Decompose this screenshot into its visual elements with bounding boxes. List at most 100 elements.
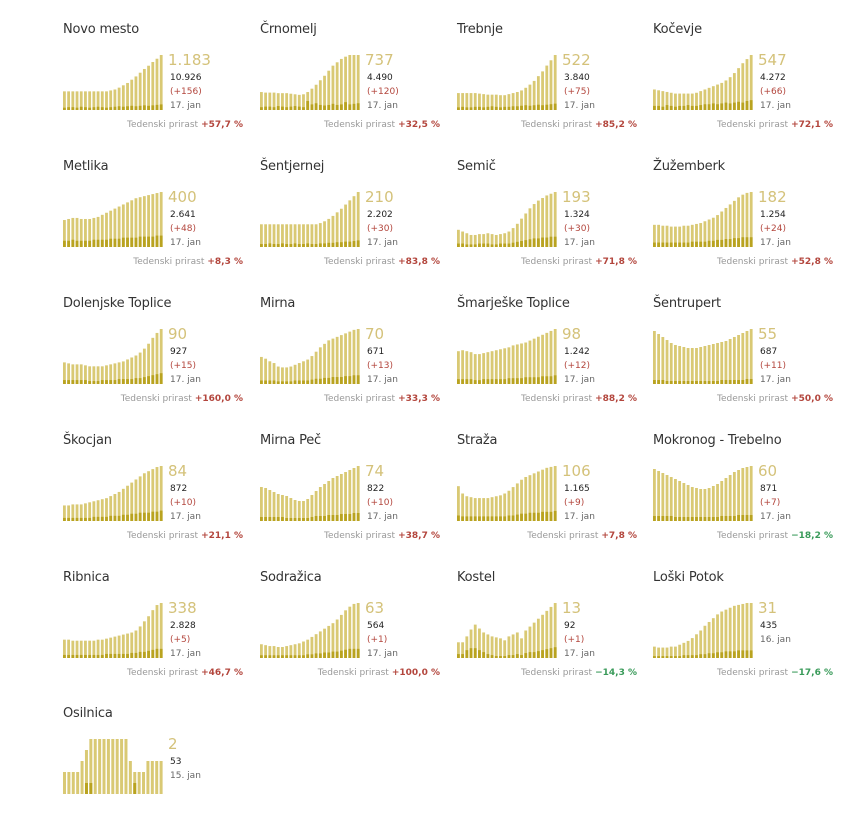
daily-bar-new [690, 105, 694, 110]
daily-bar-new [134, 513, 138, 521]
daily-bar [126, 82, 129, 110]
daily-bar [520, 479, 523, 521]
municipality-name: Žužemberk [653, 159, 725, 174]
municipality-name: Kočevje [653, 22, 702, 37]
daily-bar [314, 351, 318, 384]
daily-bar-new [724, 380, 728, 384]
daily-bar [96, 639, 100, 658]
daily-bar-new [461, 654, 465, 658]
daily-bar-new [117, 379, 121, 384]
daily-bar [461, 93, 465, 110]
daily-bar [703, 625, 707, 658]
daily-bar [661, 91, 665, 110]
daily-bar-new [306, 518, 310, 521]
daily-bar-new [665, 242, 669, 247]
daily-bar [159, 192, 163, 247]
daily-bar [653, 331, 656, 384]
sparkline-chart [63, 603, 163, 658]
daily-bar [285, 646, 289, 658]
municipality-name: Šmarješke Toplice [457, 296, 570, 311]
daily-bar-new [92, 107, 96, 110]
daily-bar-new [352, 241, 356, 247]
daily-bar-new [352, 103, 356, 110]
daily-bar-new [695, 517, 698, 521]
total-cases-value: 435 [760, 621, 778, 631]
municipality-name: Kostel [457, 570, 496, 585]
daily-bar [79, 364, 83, 384]
daily-bar-new [686, 655, 690, 658]
daily-bar-new [536, 377, 540, 384]
daily-bar [507, 231, 511, 247]
daily-bar [520, 90, 523, 110]
daily-bar-new [339, 650, 343, 658]
active-cases-value: 2 [168, 735, 178, 753]
municipality-name: Novo mesto [63, 22, 139, 37]
daily-bar-new [352, 648, 356, 658]
daily-bar-new [151, 105, 155, 110]
daily-bar-new [695, 655, 698, 658]
daily-bar-new [541, 105, 544, 110]
daily-bar [695, 348, 698, 384]
daily-bar [486, 94, 490, 110]
daily-bar-new [486, 654, 490, 658]
daily-bar [482, 632, 486, 658]
weekly-growth-value: +88,2 % [595, 394, 637, 404]
daily-bar-new [71, 239, 75, 247]
weekly-growth-value: +100,0 % [391, 668, 440, 678]
daily-bar [302, 641, 305, 658]
daily-bar [741, 468, 745, 521]
daily-bar [105, 638, 108, 658]
daily-bar [728, 204, 732, 247]
daily-bar [511, 487, 515, 521]
daily-bar [528, 626, 532, 658]
active-cases-value: 338 [168, 599, 197, 617]
daily-bar-new [549, 511, 553, 521]
daily-bar [63, 639, 66, 658]
daily-bar [737, 68, 740, 110]
daily-bar [674, 345, 677, 384]
active-cases-value: 737 [365, 51, 394, 69]
daily-bar-new [553, 236, 557, 247]
daily-bar-new [478, 380, 481, 384]
daily-bar-new [716, 381, 719, 384]
weekly-growth-value: +71,8 % [595, 257, 637, 267]
total-cases-value: 4.490 [367, 73, 393, 83]
daily-bar [113, 636, 117, 658]
daily-bar [682, 642, 686, 658]
daily-bar-new [289, 106, 293, 110]
daily-bar-new [126, 106, 129, 110]
daily-bar-new [536, 512, 540, 521]
daily-bar-new [661, 242, 665, 247]
daily-bar-new [661, 656, 665, 658]
daily-bar [276, 494, 280, 521]
daily-bar-new [272, 380, 276, 384]
daily-bar-new [335, 104, 339, 110]
daily-bar [318, 347, 322, 384]
daily-bar [695, 488, 698, 521]
daily-bar [728, 339, 732, 384]
daily-bar [310, 356, 314, 384]
date-label: 17. jan [170, 512, 201, 522]
daily-bar [749, 603, 753, 658]
daily-bar [63, 362, 66, 384]
daily-bar-new [142, 105, 146, 110]
municipality-name: Straža [457, 433, 498, 448]
daily-bar-new [486, 516, 490, 521]
daily-bar-new [482, 243, 486, 247]
daily-bar [724, 478, 728, 521]
weekly-growth-label: Tedenski prirast [324, 120, 396, 130]
daily-bar-new [520, 105, 523, 110]
daily-bar [461, 493, 465, 521]
daily-bar-new [549, 376, 553, 384]
daily-bar-new [142, 651, 146, 658]
daily-bar [130, 482, 134, 521]
daily-bar-new [314, 653, 318, 658]
daily-bar-new [109, 238, 113, 247]
daily-bar [98, 739, 102, 794]
daily-bar [674, 646, 677, 658]
daily-bar [159, 329, 163, 384]
daily-bar-new [657, 242, 661, 247]
daily-bar-new [63, 380, 66, 384]
daily-bar-new [75, 654, 79, 658]
weekly-growth: Tedenski prirast +52,8 % [717, 257, 833, 268]
